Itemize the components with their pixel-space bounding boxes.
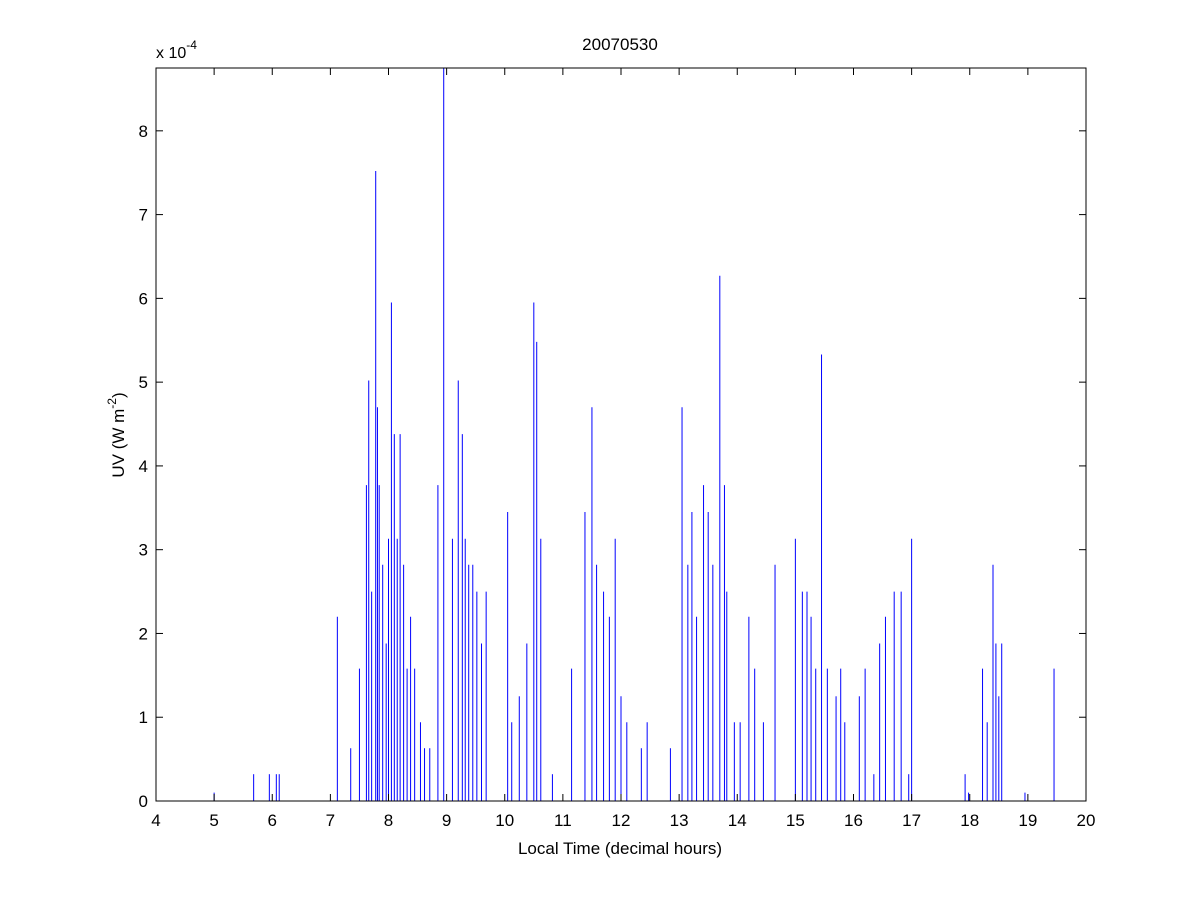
- x-axis-label: Local Time (decimal hours): [518, 839, 722, 858]
- x-tick-label: 8: [384, 811, 393, 830]
- y-tick-label: 1: [139, 708, 148, 727]
- y-axis-multiplier-exponent: -4: [186, 38, 197, 52]
- y-axis-multiplier-base: x 10: [156, 45, 186, 62]
- y-tick-label: 0: [139, 792, 148, 811]
- y-tick-label: 7: [139, 206, 148, 225]
- x-tick-label: 20: [1077, 811, 1096, 830]
- x-tick-label: 11: [554, 811, 572, 830]
- x-tick-label: 16: [844, 811, 863, 830]
- y-axis-multiplier: x 10-4: [156, 38, 197, 62]
- y-axis-label-superscript: -2: [105, 398, 119, 409]
- x-tick-label: 17: [902, 811, 921, 830]
- y-axis-label-close: ): [109, 392, 128, 398]
- y-tick-label: 3: [139, 541, 148, 560]
- y-tick-label: 4: [139, 457, 148, 476]
- x-tick-label: 12: [612, 811, 631, 830]
- x-tick-label: 13: [670, 811, 689, 830]
- chart-title: 20070530: [582, 35, 658, 54]
- x-tick-label: 4: [151, 811, 160, 830]
- x-tick-label: 9: [442, 811, 451, 830]
- x-tick-label: 15: [786, 811, 805, 830]
- data-layer: [213, 68, 1055, 801]
- y-tick-label: 2: [139, 624, 148, 643]
- x-tick-label: 19: [1018, 811, 1037, 830]
- y-tick-label: 8: [139, 122, 148, 141]
- x-tick-label: 5: [209, 811, 218, 830]
- y-tick-label: 5: [139, 373, 148, 392]
- x-tick-label: 10: [495, 811, 514, 830]
- x-tick-label: 18: [960, 811, 979, 830]
- y-axis-label: UV (W m-2): [105, 392, 128, 477]
- plot-area-frame: [155, 67, 1087, 802]
- y-axis-label-main: UV (W m: [109, 409, 128, 478]
- x-tick-label: 14: [728, 811, 747, 830]
- x-tick-label: 7: [326, 811, 335, 830]
- y-tick-label: 6: [139, 289, 148, 308]
- x-tick-label: 6: [268, 811, 277, 830]
- uv-series: [213, 68, 1055, 801]
